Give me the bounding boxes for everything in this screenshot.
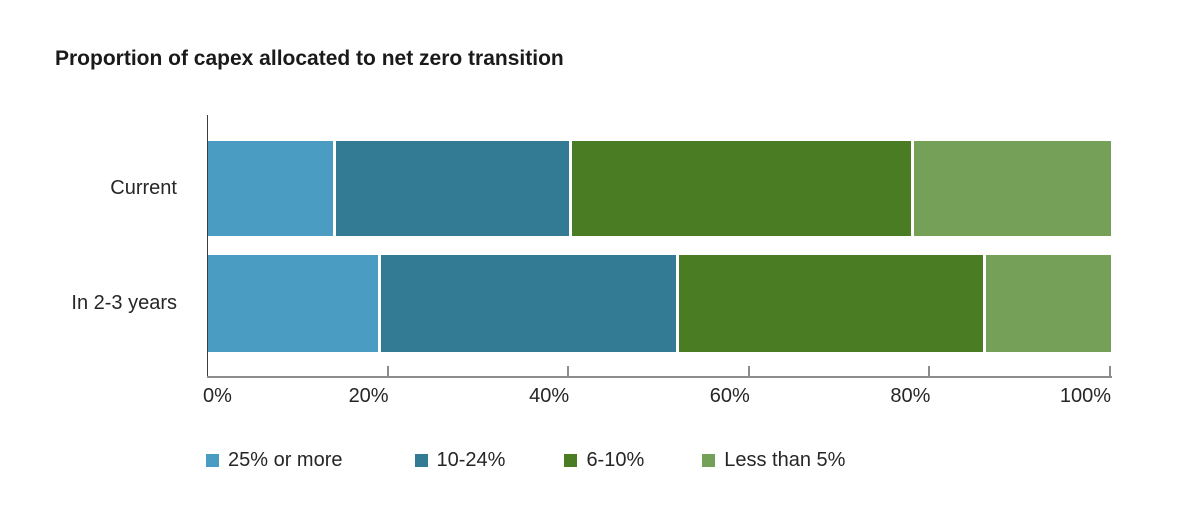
bar-segment-current-25-or-more xyxy=(208,141,334,236)
bar-segment-in-2-3-years-less-than-5 xyxy=(985,255,1111,352)
category-label-current: Current xyxy=(110,177,177,199)
legend-label: 10-24% xyxy=(436,449,506,471)
bar-segment-current-6-10 xyxy=(571,141,912,236)
x-axis-tick xyxy=(928,366,931,376)
legend-item-6-10: 6-10% xyxy=(564,449,644,472)
legend-item-25-or-more: 25% or more xyxy=(206,449,343,472)
bar-segment-current-10-24 xyxy=(336,141,569,236)
legend: 25% or more 10-24% 6-10% Less than 5% xyxy=(206,449,845,472)
x-axis-tick xyxy=(1109,366,1111,376)
bar-segment-in-2-3-years-10-24 xyxy=(380,255,676,352)
x-axis-tick-label: 80% xyxy=(890,385,931,407)
bar-row-in-2-3-years xyxy=(208,255,1111,352)
legend-label: Less than 5% xyxy=(724,449,846,471)
x-axis-tick-label: 40% xyxy=(529,385,570,407)
legend-swatch-icon xyxy=(206,454,219,467)
x-axis-line xyxy=(207,376,1112,378)
x-axis-tick-label: 100% xyxy=(1059,385,1111,407)
legend-label: 6-10% xyxy=(586,449,645,471)
legend-item-less-than-5: Less than 5% xyxy=(702,449,845,472)
category-label-in-2-3-years: In 2-3 years xyxy=(71,292,177,314)
legend-item-10-24: 10-24% xyxy=(414,449,506,472)
x-axis-tick-label: 0% xyxy=(203,385,232,407)
bar-segment-in-2-3-years-6-10 xyxy=(678,255,983,352)
legend-label: 25% or more xyxy=(228,449,343,471)
bar-segment-current-less-than-5 xyxy=(914,141,1111,236)
legend-swatch-icon xyxy=(564,454,578,467)
x-axis-tick-label: 20% xyxy=(348,385,389,407)
x-axis-tick xyxy=(386,366,389,376)
y-axis-line xyxy=(207,115,208,378)
x-axis-tick-label: 60% xyxy=(709,385,750,407)
bar-segment-in-2-3-years-25-or-more xyxy=(208,255,378,352)
legend-swatch-icon xyxy=(702,454,716,467)
bar-row-current xyxy=(208,141,1111,236)
x-axis-tick xyxy=(747,366,750,376)
chart-title: Proportion of capex allocated to net zer… xyxy=(55,47,564,70)
x-axis-tick xyxy=(567,366,570,376)
legend-swatch-icon xyxy=(414,454,428,467)
